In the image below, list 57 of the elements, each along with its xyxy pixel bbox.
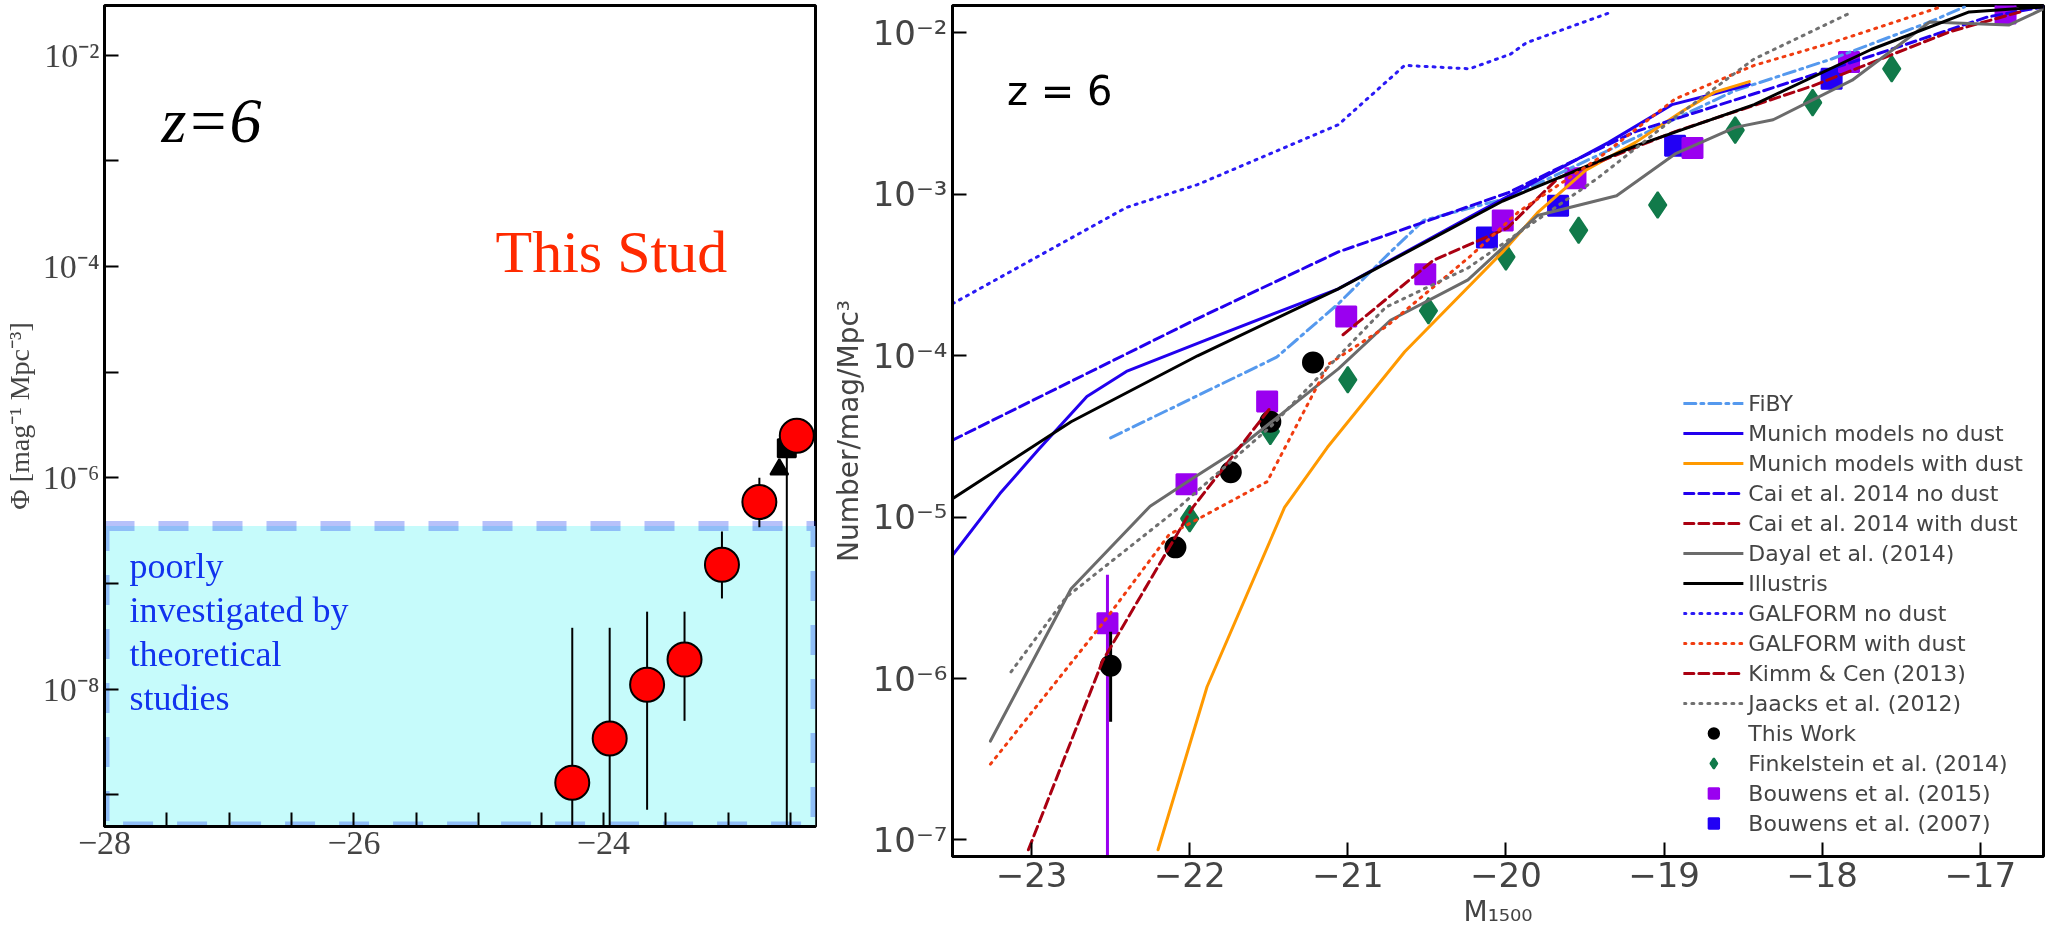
x-tick-label: −26: [327, 823, 381, 861]
point: [741, 483, 778, 520]
point: [1302, 351, 1324, 374]
y-tick-label: 10⁻²: [44, 36, 100, 74]
legend-label: Jaacks et al. (2012): [1748, 690, 1961, 716]
x-tick-label: −19: [1628, 854, 1700, 895]
legend-label: GALFORM with dust: [1748, 630, 1966, 656]
y-tick-label: 10⁻⁵: [872, 497, 948, 538]
y-tick-label: 10⁻⁴: [872, 335, 948, 376]
legend-label: This Work: [1748, 720, 1857, 746]
legend-label: Munich models no dust: [1748, 420, 2004, 446]
legend-label: FiBY: [1748, 390, 1793, 416]
y-axis-title: Φ [mag⁻¹ Mpc⁻³]: [3, 322, 35, 510]
legend-label: Kimm & Cen (2013): [1748, 660, 1966, 686]
y-tick-label: 10⁻⁴: [42, 247, 100, 285]
legend-label: Illustris: [1748, 570, 1828, 596]
legend-label: Cai et al. 2014 no dust: [1748, 480, 1999, 506]
legend-label: Cai et al. 2014 with dust: [1748, 510, 2018, 536]
x-tick-label: −21: [1311, 854, 1384, 895]
band-label: poorly investigated by theoretical studies: [129, 545, 349, 718]
x-tick-label: −22: [1153, 854, 1226, 895]
legend-label: Bouwens et al. (2015): [1748, 780, 1991, 806]
y-tick-label: 10⁻³: [872, 174, 948, 215]
point: [1335, 305, 1358, 328]
y-tick-label: 10⁻⁶: [872, 658, 948, 699]
point: [1256, 390, 1279, 413]
y-tick-label: 10⁻⁷: [872, 819, 948, 860]
legend-label: Dayal et al. (2014): [1748, 540, 1955, 566]
point: [1099, 654, 1122, 677]
point: [666, 641, 703, 678]
x-axis-title: M₁₅₀₀: [1463, 894, 1533, 928]
point: [1096, 612, 1119, 635]
y-axis-title: Number/mag/Mpc³: [831, 299, 865, 563]
point: [591, 720, 628, 757]
x-tick-label: −28: [77, 823, 132, 861]
point: [703, 546, 740, 583]
x-tick-label: −24: [576, 823, 631, 861]
x-tick-label: −18: [1786, 854, 1859, 895]
annotation: z=6: [160, 84, 262, 156]
annotation: z = 6: [1007, 67, 1113, 114]
point: [629, 666, 666, 703]
legend-label: Bouwens et al. (2007): [1748, 810, 1991, 836]
y-tick-label: 10⁻²: [872, 12, 948, 53]
x-tick-label: −23: [995, 854, 1068, 895]
y-tick-label: 10⁻⁸: [42, 670, 100, 708]
y-tick-label: 10⁻⁶: [42, 459, 100, 497]
legend-label: GALFORM no dust: [1748, 600, 1947, 626]
point: [554, 764, 591, 801]
point: [778, 417, 815, 454]
legend-label: Munich models with dust: [1748, 450, 2023, 476]
line-series: [1341, 10, 2022, 337]
x-tick-label: −17: [1944, 854, 2017, 895]
point: [1418, 296, 1439, 325]
annotation: This Stud: [495, 218, 728, 285]
point: [1568, 216, 1589, 245]
legend-label: Finkelstein et al. (2014): [1748, 750, 2008, 776]
x-tick-label: −20: [1470, 854, 1542, 895]
